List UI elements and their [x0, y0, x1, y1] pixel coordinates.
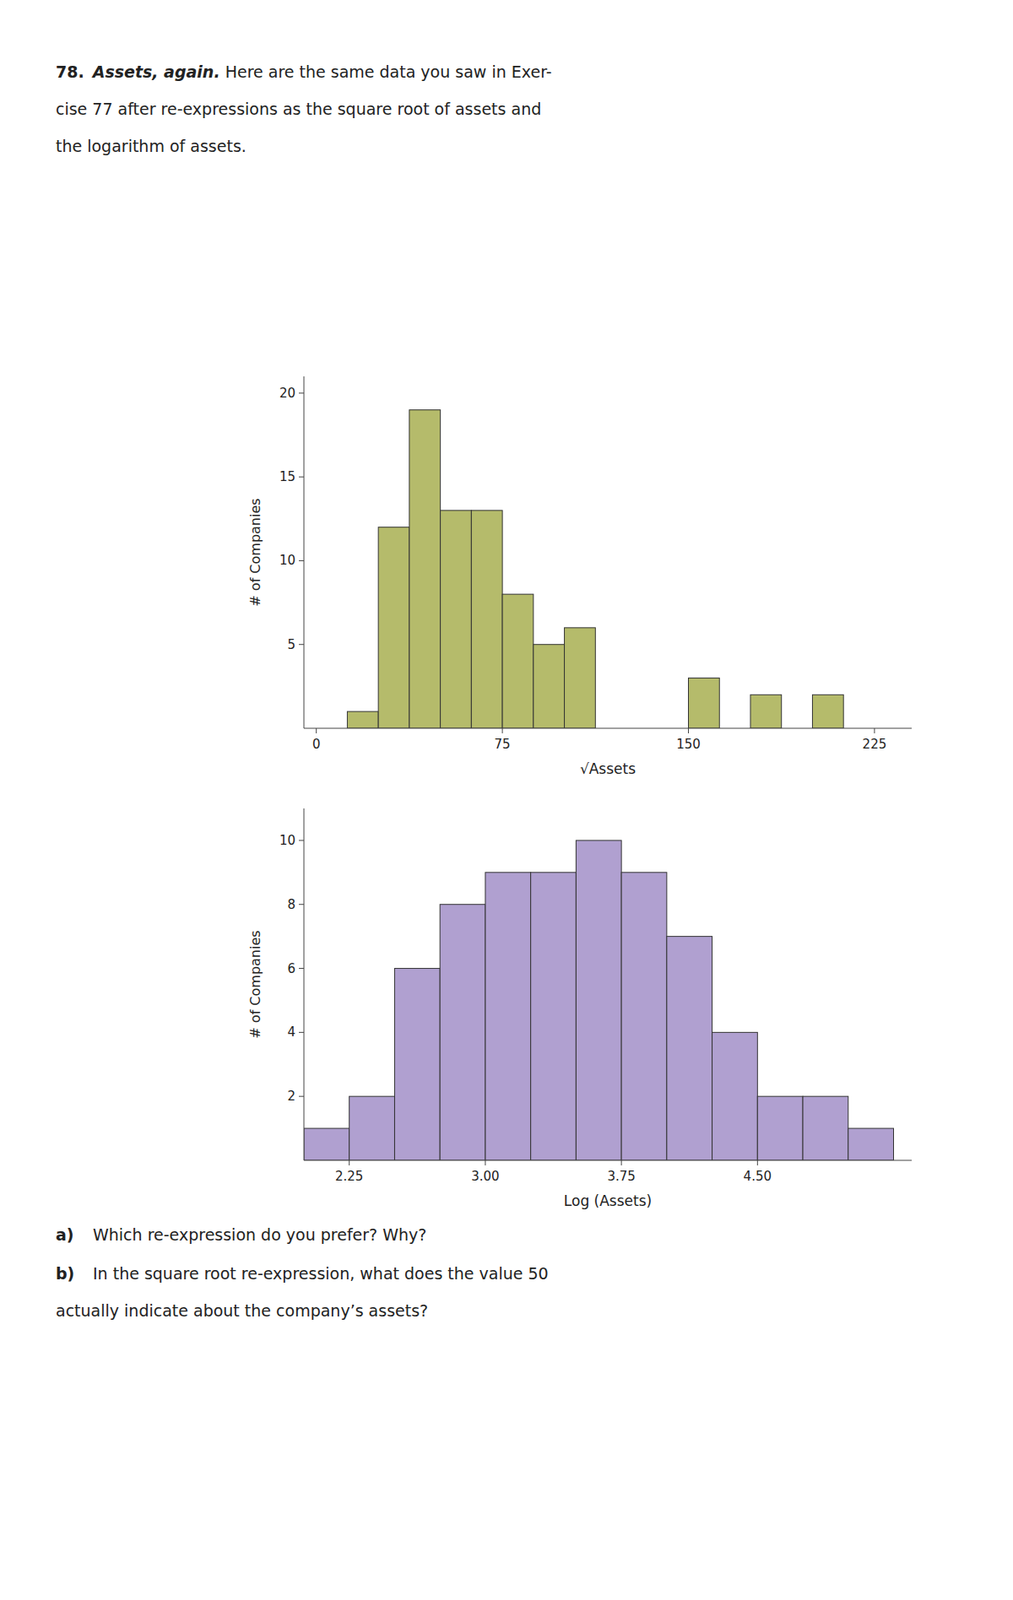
x-tick: [687, 728, 689, 734]
header-text: cise 77 after re-expressions as the squa…: [55, 99, 542, 119]
y-axis-label: # of Companies: [247, 498, 264, 607]
y-tick: [298, 904, 304, 905]
y-tick: [298, 968, 304, 970]
histogram-bar: [346, 711, 379, 729]
y-tick-label: 6: [287, 961, 296, 977]
y-axis-label: # of Companies: [247, 930, 264, 1039]
histogram-bar: [502, 594, 534, 729]
histogram-bar: [439, 904, 486, 1161]
x-tick-label: 75: [494, 736, 511, 753]
y-tick: [298, 392, 304, 394]
y-tick-label: 2: [287, 1088, 296, 1105]
histogram-bar: [440, 510, 472, 729]
y-tick: [298, 644, 304, 645]
x-axis-line: [303, 728, 912, 730]
y-tick: [298, 560, 304, 562]
y-tick: [298, 1032, 304, 1034]
x-tick: [873, 728, 875, 734]
x-tick-label: 225: [862, 736, 888, 753]
y-tick: [298, 1096, 304, 1098]
x-tick: [502, 728, 504, 734]
x-tick: [621, 1160, 623, 1166]
histogram-bar: [812, 694, 844, 729]
y-tick: [298, 476, 304, 478]
y-tick-label: 10: [279, 833, 296, 849]
x-tick: [484, 1160, 486, 1166]
histogram-bar: [848, 1128, 894, 1161]
x-axis-label: √Assets: [579, 760, 636, 778]
x-tick: [315, 728, 317, 734]
histogram-bar: [621, 872, 667, 1161]
bars: [303, 840, 894, 1161]
y-tick-label: 20: [279, 385, 296, 401]
histogram-bar: [750, 694, 782, 729]
exercise-title: Assets, again.: [91, 62, 221, 82]
histogram-bar: [409, 410, 441, 729]
y-tick-label: 8: [287, 897, 296, 913]
x-tick-label: 3.75: [606, 1169, 635, 1185]
y-tick: [298, 839, 304, 841]
histogram-bar: [666, 937, 713, 1161]
histogram-bar: [688, 677, 721, 729]
y-axis-line: [303, 376, 305, 729]
histogram-bar: [471, 510, 503, 729]
question-text: Which re-expression do you prefer? Why?: [92, 1225, 427, 1245]
x-tick: [348, 1160, 350, 1166]
question-text: In the square root re-expression, what d…: [92, 1264, 549, 1284]
histogram-bar: [564, 628, 596, 729]
y-tick-label: 5: [287, 637, 296, 653]
chart: 2.25 3.00 3.75 4.50 2 4 6 8 10 Log (Assets) # of C…: [247, 808, 912, 1210]
x-tick-label: 0: [312, 736, 321, 753]
histogram-bar: [575, 840, 622, 1161]
histogram-bar: [303, 1128, 350, 1161]
x-tick-label: 3.00: [471, 1169, 499, 1185]
histogram-bar: [530, 872, 577, 1161]
histogram-bar: [712, 1032, 759, 1161]
x-axis-label: Log (Assets): [563, 1192, 652, 1210]
x-tick-label: 4.50: [743, 1169, 772, 1185]
x-tick-label: 2.25: [335, 1169, 363, 1185]
x-tick-label: 150: [676, 736, 701, 753]
y-axis-line: [303, 808, 305, 1161]
page: 78. Assets, again. Here are the same data…: [0, 0, 1013, 1600]
x-axis-line: [303, 1160, 912, 1162]
histogram-bar: [757, 1096, 803, 1161]
question-letter: a): [55, 1225, 75, 1245]
x-tick: [757, 1160, 759, 1166]
question-text: actually indicate about the company’s as…: [55, 1301, 428, 1321]
exercise-number: 78.: [55, 62, 85, 82]
histogram-bar: [802, 1096, 849, 1161]
y-tick-label: 10: [279, 552, 296, 569]
header-line: 78. Assets, again. Here are the same data…: [55, 62, 553, 82]
bars: [346, 410, 844, 729]
histogram-bar: [533, 644, 565, 729]
header-text: the logarithm of assets.: [55, 136, 247, 156]
histogram-bar: [394, 969, 440, 1161]
chart: 0 75 150 225 5 10 15 20 √Assets # of Companies: [247, 376, 912, 778]
header-text: Here are the same data you saw in Exer-: [220, 62, 553, 82]
y-tick-label: 4: [287, 1024, 296, 1041]
histogram-bar: [485, 872, 531, 1161]
histogram-bar: [349, 1096, 396, 1161]
histogram-bar: [378, 527, 410, 729]
question-letter: b): [55, 1264, 75, 1284]
y-tick-label: 15: [279, 469, 296, 485]
